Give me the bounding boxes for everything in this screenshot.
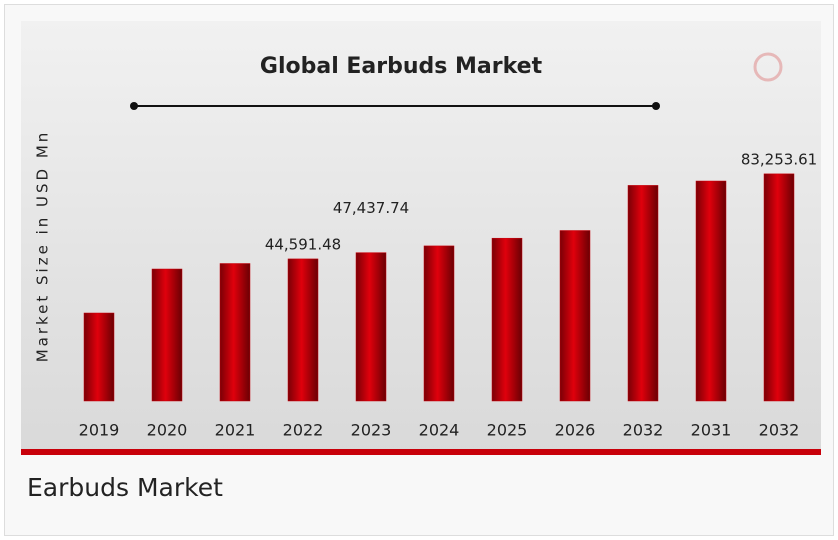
bar [627,185,659,402]
x-tick-label: 2019 [79,421,120,440]
bar [491,237,523,402]
rule-dot [130,102,138,110]
x-tick-label: 2032 [759,421,800,440]
x-tick-label: 2024 [419,421,460,440]
bar [559,230,591,402]
bar [423,245,455,402]
y-axis-label: Market Size in USD Mn [34,130,52,363]
x-tick-label: 2020 [147,421,188,440]
x-tick-label: 2025 [487,421,528,440]
watermark-icon [753,52,783,82]
bar [695,180,727,402]
caption: Earbuds Market [27,473,223,502]
data-label: 83,253.61 [741,150,817,168]
x-tick-label: 2023 [351,421,392,440]
chart: Global Earbuds Market Market Size in USD… [21,21,821,455]
bar [763,173,795,402]
bar [151,268,183,402]
x-tick-label: 2031 [691,421,732,440]
rule-dot [652,102,660,110]
chart-title: Global Earbuds Market [260,54,543,79]
bar [219,263,251,402]
bar [83,312,115,402]
bar [355,252,387,402]
bar [287,258,319,402]
x-tick-label: 2026 [555,421,596,440]
data-label: 47,437.74 [333,199,409,217]
x-tick-label: 2021 [215,421,256,440]
bottom-stripe [21,449,821,455]
page: Global Earbuds Market Market Size in USD… [4,4,834,536]
x-tick-label: 2032 [623,421,664,440]
data-label: 44,591.48 [265,235,341,253]
x-tick-label: 2022 [283,421,324,440]
